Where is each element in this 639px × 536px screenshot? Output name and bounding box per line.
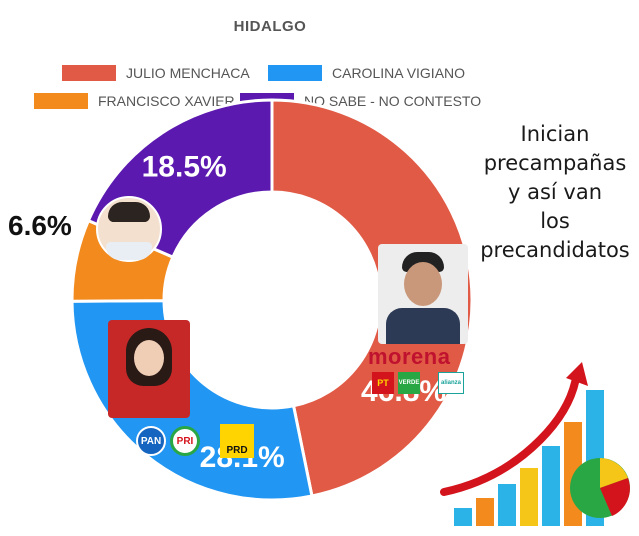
caption-line: Inician: [520, 122, 590, 146]
prd-logo: PRD: [220, 424, 254, 458]
illustration-arrow: [440, 374, 580, 496]
illustration-arrowhead: [566, 362, 588, 386]
illustration-bar: [542, 446, 560, 526]
legend-swatch: [268, 65, 322, 81]
pri-logo: PRI: [170, 426, 200, 456]
illustration-bar: [454, 508, 472, 526]
morena-logo: morena: [368, 344, 451, 369]
legend-item-carolina-vigiano: CAROLINA VIGIANO: [268, 64, 465, 82]
legend-item-julio-menchaca: JULIO MENCHACA: [62, 64, 250, 82]
illustration-bar: [498, 484, 516, 526]
legend-label: FRANCISCO XAVIER: [98, 93, 235, 109]
verde-logo: VERDE: [398, 372, 420, 394]
alianza-logo: alianza: [438, 372, 464, 394]
caption-line: precandidatos: [480, 238, 630, 262]
donut-slice-julio-menchaca: [270, 98, 474, 498]
caption: Inician precampañas y así van los precan…: [470, 120, 639, 265]
candidate-photo-francisco-xavier: [96, 196, 162, 262]
legend-swatch: [62, 65, 116, 81]
legend-swatch: [34, 93, 88, 109]
candidate-photo-julio-menchaca: [378, 244, 468, 344]
illustration-bar: [476, 498, 494, 526]
caption-line: precampañas: [483, 151, 627, 175]
legend-label: NO SABE - NO CONTESTO: [304, 93, 482, 109]
candidate-photo-carolina-vigiano: [108, 320, 190, 418]
legend-item-francisco-xavier: FRANCISCO XAVIER: [34, 92, 235, 110]
chart-title: HIDALGO: [233, 18, 307, 35]
legend-label: CAROLINA VIGIANO: [332, 65, 466, 81]
slice-label-no-sabe-no-contesto: 18.5%: [142, 150, 227, 183]
caption-line: los: [540, 209, 570, 233]
pt-logo: PT: [372, 372, 394, 394]
legend-label: JULIO MENCHACA: [126, 65, 250, 81]
illustration-pie-slice: [600, 478, 630, 516]
caption-line: y así van: [507, 180, 603, 204]
growth-chart-illustration: [440, 362, 630, 526]
slice-label-francisco-xavier: 6.6%: [8, 210, 72, 241]
illustration-bar: [520, 468, 538, 526]
pan-logo: PAN: [136, 426, 166, 456]
